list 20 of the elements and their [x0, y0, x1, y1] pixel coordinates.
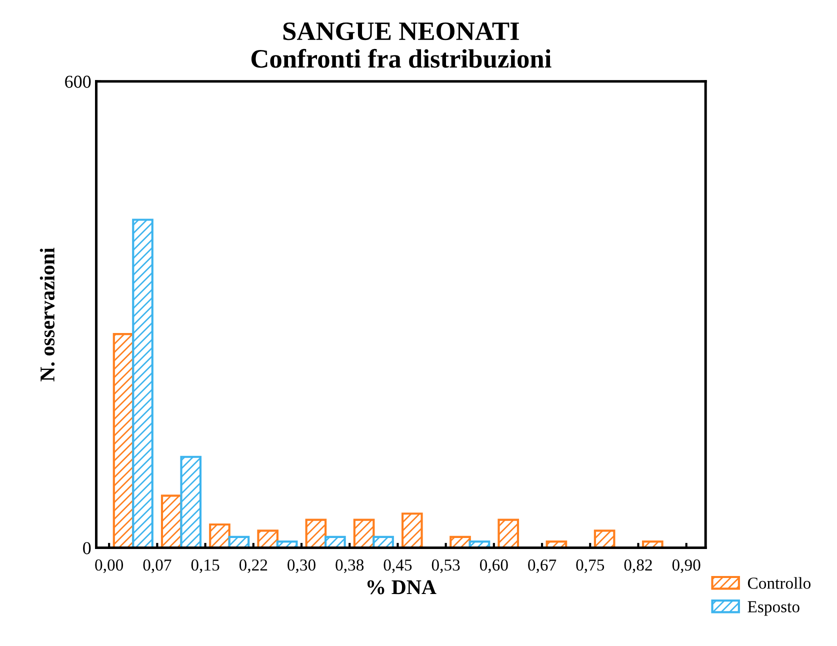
chart-title: SANGUE NEONATI Confronti fra distribuzioni: [251, 22, 552, 68]
x-tick-label: 0,67: [528, 559, 556, 574]
x-tick-label: 0,07: [143, 559, 172, 574]
x-tick-label: 0,75: [576, 559, 604, 574]
x-tick-label: 0,53: [432, 559, 460, 574]
x-tick-label: 0,60: [480, 559, 508, 574]
x-tick-label: 0,90: [672, 559, 700, 574]
x-tick-label: 0,45: [384, 559, 412, 574]
y-tick-label: 600: [65, 76, 91, 88]
y-tick-label: 0: [83, 542, 91, 554]
x-axis-title: % DNA: [367, 580, 436, 594]
x-tick-label: 0,22: [239, 559, 268, 574]
y-axis-title: N. osservazioni: [40, 248, 55, 382]
x-tick-label: 0,00: [95, 559, 124, 574]
x-tick-label: 0,38: [336, 559, 364, 574]
legend-label: Esposto: [748, 601, 800, 616]
x-tick-label: 0,82: [624, 559, 652, 574]
legend-label: Controllo: [748, 577, 811, 589]
x-tick-label: 0,30: [288, 559, 316, 574]
x-tick-label: 0,15: [191, 559, 220, 574]
